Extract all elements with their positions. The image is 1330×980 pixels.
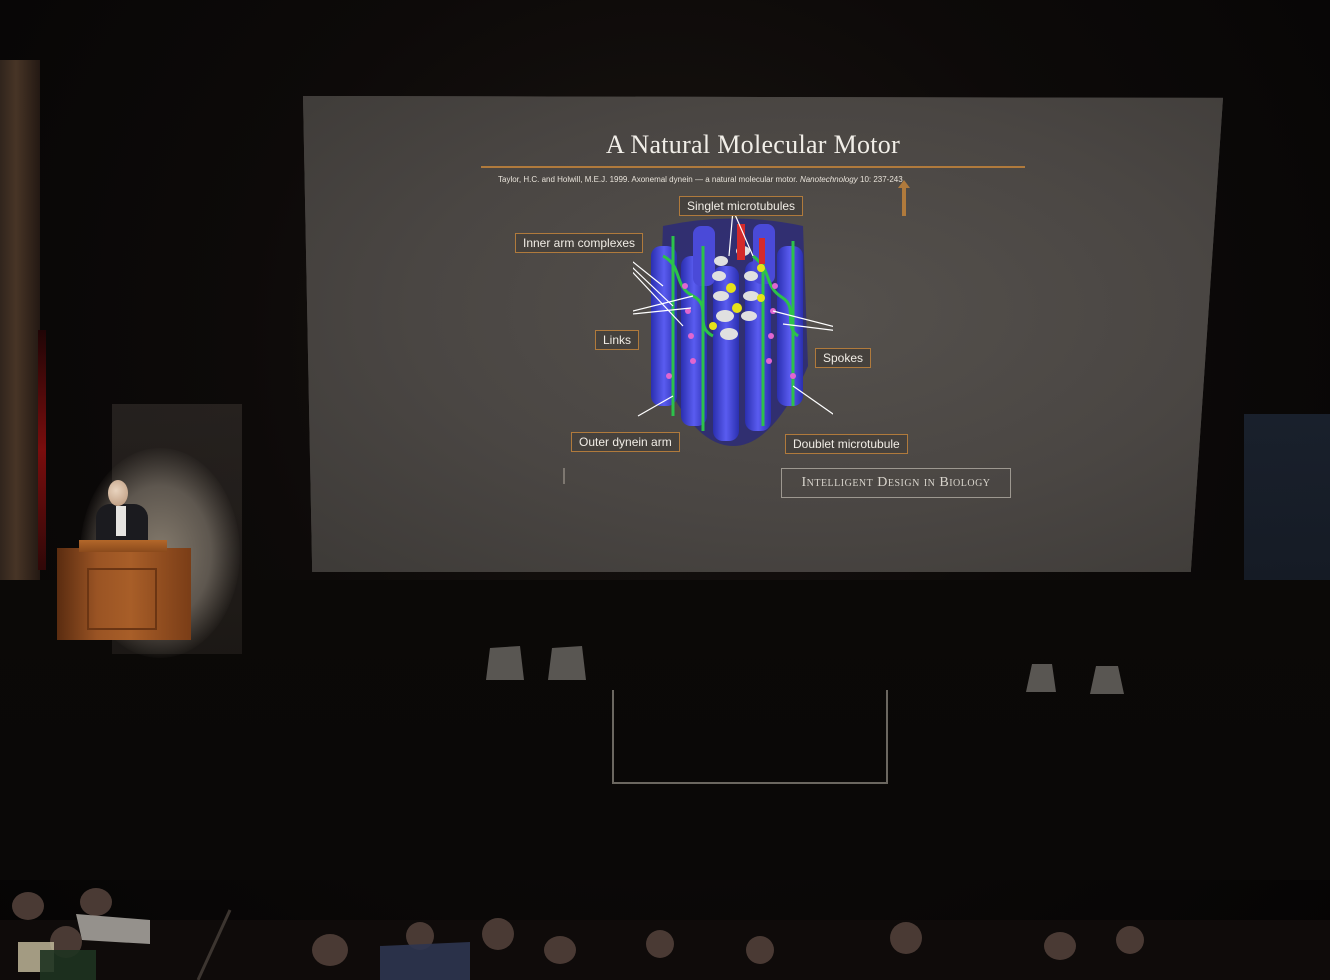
label-outer-dynein-arm: Outer dynein arm bbox=[571, 432, 680, 452]
label-doublet-microtubule: Doublet microtubule bbox=[785, 434, 908, 454]
audience bbox=[0, 888, 1330, 980]
podium bbox=[57, 540, 191, 640]
axoneme-diagram bbox=[633, 216, 833, 446]
stage-monitor-left bbox=[486, 646, 524, 680]
citation-ref: 10: 237-243. bbox=[857, 175, 905, 184]
floor-marking bbox=[612, 690, 888, 784]
podium-top bbox=[79, 540, 167, 552]
slide-title: A Natural Molecular Motor bbox=[605, 130, 901, 159]
speaker-head bbox=[108, 480, 128, 506]
podium-panel bbox=[87, 568, 157, 630]
projection-screen: A Natural Molecular Motor Taylor, H.C. a… bbox=[303, 96, 1223, 572]
stage-monitor-right bbox=[548, 646, 586, 680]
citation: Taylor, H.C. and Holwill, M.E.J. 1999. A… bbox=[498, 175, 1058, 184]
podium-body bbox=[57, 548, 191, 640]
label-singlet-microtubules: Singlet microtubules bbox=[679, 196, 804, 216]
arrow-up-icon bbox=[898, 180, 910, 216]
intelligent-design-logo: Intelligent Design in Biology bbox=[781, 468, 1011, 498]
stage-monitor-far-left bbox=[1026, 664, 1056, 692]
citation-journal: Nanotechnology bbox=[799, 175, 858, 184]
citation-text: Taylor, H.C. and Holwill, M.E.J. 1999. A… bbox=[498, 175, 798, 184]
label-links: Links bbox=[595, 330, 640, 350]
left-curtain bbox=[0, 60, 40, 620]
label-spokes: Spokes bbox=[815, 348, 872, 368]
speaker-shirt bbox=[116, 506, 126, 536]
logo-separator bbox=[563, 468, 565, 484]
red-curtain-strip bbox=[38, 330, 46, 570]
title-rule bbox=[481, 166, 1025, 168]
slide: A Natural Molecular Motor Taylor, H.C. a… bbox=[303, 96, 1223, 572]
speaker bbox=[96, 478, 156, 544]
label-inner-arm-complexes: Inner arm complexes bbox=[515, 233, 644, 253]
stage-monitor-far-right bbox=[1090, 666, 1124, 694]
